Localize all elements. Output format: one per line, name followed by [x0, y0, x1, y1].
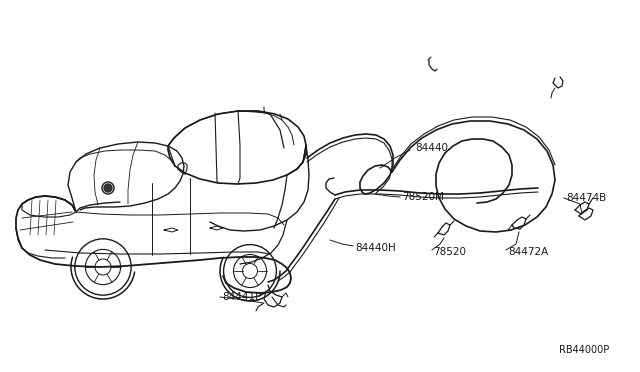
Text: RB44000P: RB44000P: [559, 345, 609, 355]
Circle shape: [104, 184, 112, 192]
Text: 84440: 84440: [415, 143, 448, 153]
Text: 78520: 78520: [433, 247, 466, 257]
Text: 84472A: 84472A: [508, 247, 548, 257]
Text: 78520M: 78520M: [402, 192, 444, 202]
Text: 84474B: 84474B: [566, 193, 606, 203]
Text: 84441P: 84441P: [222, 292, 261, 302]
Text: 84440H: 84440H: [355, 243, 396, 253]
